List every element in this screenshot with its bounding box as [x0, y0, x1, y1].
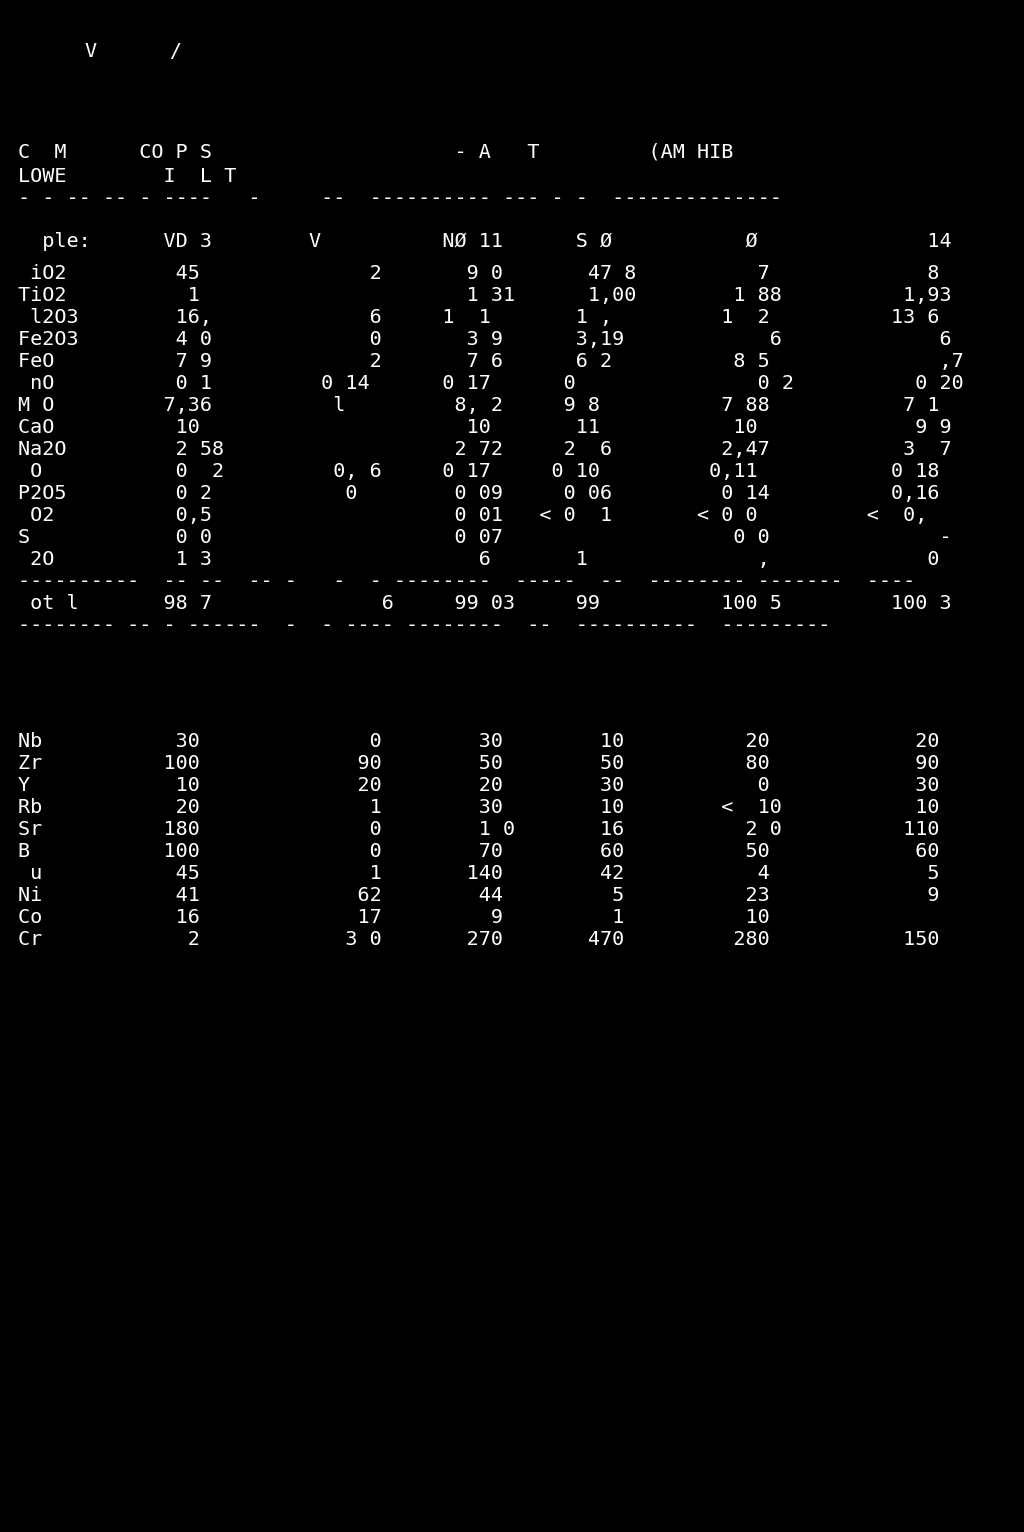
Text: C  M      CO P S                    - A   T         (AM HIB: C M CO P S - A T (AM HIB [18, 142, 733, 161]
Text: -------- -- - ------  -  - ---- --------  --  ----------  ---------: -------- -- - ------ - - ---- -------- -… [18, 616, 830, 634]
Text: Co           16             17         9         1          10: Co 16 17 9 1 10 [18, 908, 770, 927]
Text: Na2O         2 58                   2 72     2  6         2,47           3  7: Na2O 2 58 2 72 2 6 2,47 3 7 [18, 440, 951, 460]
Text: Zr          100             90        50        50          80            90: Zr 100 90 50 50 80 90 [18, 754, 939, 774]
Text: u           45              1       140        42           4             5: u 45 1 140 42 4 5 [18, 864, 939, 882]
Text: Rb           20              1        30        10        <  10           10: Rb 20 1 30 10 < 10 10 [18, 798, 939, 817]
Text: nO          0 1         0 14      0 17      0               0 2          0 20: nO 0 1 0 14 0 17 0 0 2 0 20 [18, 374, 964, 394]
Text: Cr            2            3 0       270       470         280           150: Cr 2 3 0 270 470 280 150 [18, 930, 939, 948]
Text: Y            10             20        20        30           0            30: Y 10 20 20 30 0 30 [18, 777, 939, 795]
Text: FeO          7 9             2       7 6      6 2          8 5              ,7: FeO 7 9 2 7 6 6 2 8 5 ,7 [18, 352, 964, 371]
Text: ot l       98 7              6     99 03     99          100 5         100 3: ot l 98 7 6 99 03 99 100 5 100 3 [18, 594, 951, 613]
Text: V      /: V / [85, 41, 182, 61]
Text: O2          0,5                    0 01   < 0  1       < 0 0         <  0,: O2 0,5 0 01 < 0 1 < 0 0 < 0, [18, 506, 928, 525]
Text: iO2         45              2       9 0       47 8          7             8: iO2 45 2 9 0 47 8 7 8 [18, 264, 939, 283]
Text: Sr          180              0        1 0       16          2 0          110: Sr 180 0 1 0 16 2 0 110 [18, 820, 939, 840]
Text: M O         7,36          l         8, 2     9 8          7 88           7 1: M O 7,36 l 8, 2 9 8 7 88 7 1 [18, 395, 939, 415]
Text: ple:      VD 3        V          NØ 11      S Ø           Ø              14: ple: VD 3 V NØ 11 S Ø Ø 14 [18, 231, 951, 251]
Text: Fe2O3        4 0             0       3 9      3,19            6             6: Fe2O3 4 0 0 3 9 3,19 6 6 [18, 329, 951, 349]
Text: O           0  2         0, 6     0 17     0 10         0,11           0 18: O 0 2 0, 6 0 17 0 10 0,11 0 18 [18, 463, 939, 481]
Text: l2O3        16,             6     1  1       1 ,         1  2          13 6: l2O3 16, 6 1 1 1 , 1 2 13 6 [18, 308, 939, 326]
Text: TiO2          1                      1 31      1,00        1 88          1,93: TiO2 1 1 31 1,00 1 88 1,93 [18, 286, 951, 305]
Text: P2O5         0 2           0        0 09     0 06         0 14          0,16: P2O5 0 2 0 0 09 0 06 0 14 0,16 [18, 484, 939, 502]
Text: ----------  -- --  -- -   -  - --------  -----  --  -------- -------  ----: ---------- -- -- -- - - - -------- -----… [18, 571, 915, 591]
Text: Nb           30              0        30        10          20            20: Nb 30 0 30 10 20 20 [18, 732, 939, 751]
Text: CaO          10                      10       11           10             9 9: CaO 10 10 11 10 9 9 [18, 418, 951, 437]
Text: S            0 0                    0 07                   0 0              -: S 0 0 0 07 0 0 - [18, 529, 951, 547]
Text: B           100              0        70        60          50            60: B 100 0 70 60 50 60 [18, 843, 939, 861]
Text: - - -- -- - ----   -     --  ---------- --- - -  --------------: - - -- -- - ---- - -- ---------- --- - -… [18, 188, 782, 208]
Text: Ni           41             62        44         5          23             9: Ni 41 62 44 5 23 9 [18, 885, 939, 905]
Text: 2O          1 3                      6       1              ,             0: 2O 1 3 6 1 , 0 [18, 550, 939, 568]
Text: LOWE        I  L T: LOWE I L T [18, 167, 237, 185]
